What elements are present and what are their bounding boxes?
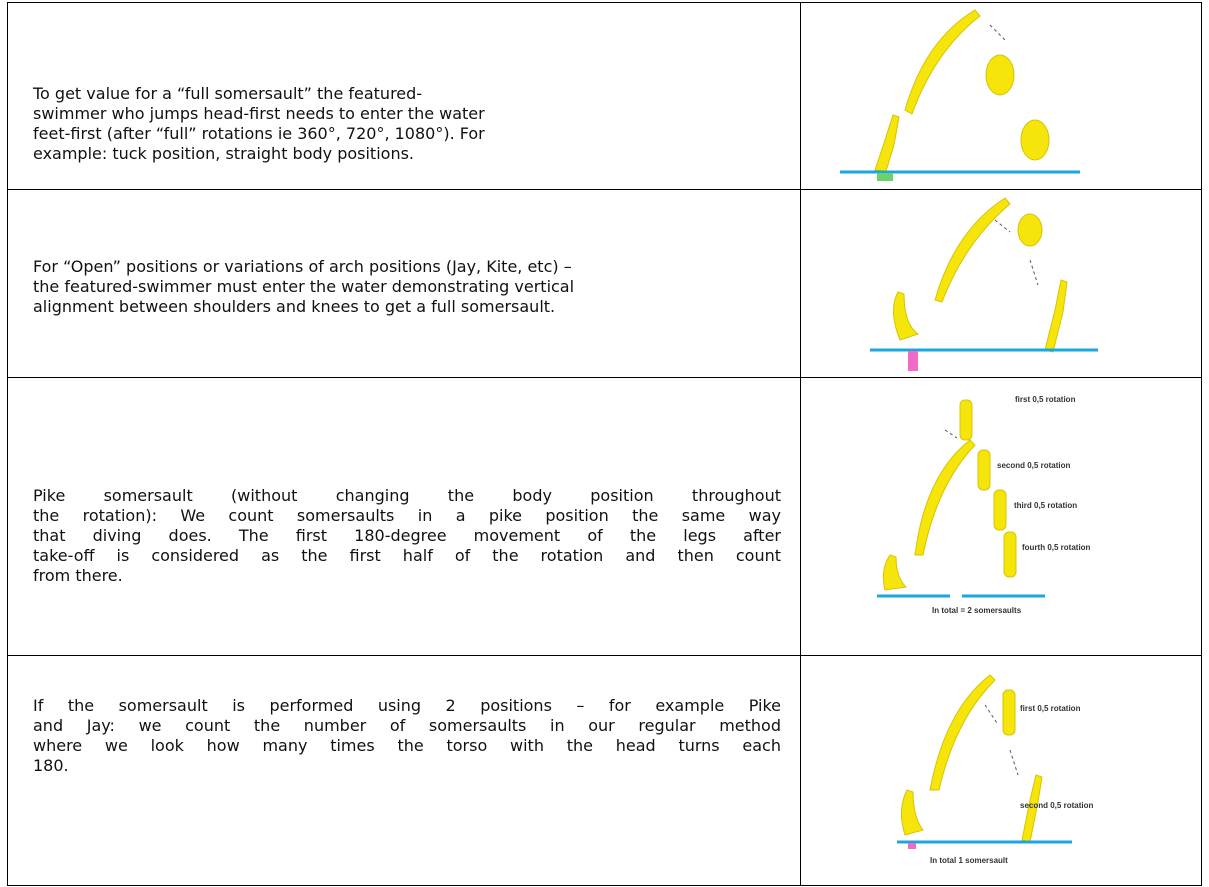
figure xyxy=(929,674,996,791)
figure-label: first 0,5 rotation xyxy=(1015,395,1076,404)
text-line: from there. xyxy=(33,566,123,585)
text-line: If the somersault is performed using 2 p… xyxy=(33,696,781,715)
column-divider xyxy=(7,2,801,886)
arrow xyxy=(984,704,998,724)
figure xyxy=(904,9,981,115)
figure xyxy=(901,789,924,836)
figure-label: first 0,5 rotation xyxy=(1020,704,1081,713)
text-line: example: tuck position, straight body po… xyxy=(33,144,414,163)
figure xyxy=(1003,531,1017,578)
base xyxy=(908,351,918,371)
figure-label: fourth 0,5 rotation xyxy=(1022,543,1091,552)
row-text: Pike somersault (without changing the bo… xyxy=(33,486,781,586)
figure xyxy=(874,114,900,172)
figure-label: second 0,5 rotation xyxy=(997,461,1070,470)
base xyxy=(877,173,893,181)
text-line: take-off is considered as the first half… xyxy=(33,546,781,565)
figure xyxy=(993,489,1007,531)
figure xyxy=(1017,213,1043,247)
figure xyxy=(977,449,991,491)
text-line: feet-first (after “full” rotations ie 36… xyxy=(33,124,485,143)
text-line: Pike somersault (without changing the bo… xyxy=(33,486,781,505)
figure xyxy=(959,399,973,441)
figure xyxy=(1002,689,1016,736)
figure xyxy=(985,54,1015,96)
arrow xyxy=(1009,749,1019,776)
text-line: For “Open” positions or variations of ar… xyxy=(33,257,572,276)
figure xyxy=(934,197,1011,303)
figure xyxy=(914,439,976,556)
text-line: swimmer who jumps head-first needs to en… xyxy=(33,104,485,123)
figure xyxy=(1020,119,1050,161)
arrow xyxy=(1029,259,1039,286)
text-line: where we look how many times the torso w… xyxy=(33,736,781,755)
text-line: and Jay: we count the number of somersau… xyxy=(33,716,781,735)
row-text: For “Open” positions or variations of ar… xyxy=(33,257,574,317)
base xyxy=(908,843,916,849)
text-line: 180. xyxy=(33,756,69,775)
row-divider xyxy=(7,377,1202,378)
text-line: alignment between shoulders and knees to… xyxy=(33,297,556,316)
figure-label: second 0,5 rotation xyxy=(1020,801,1093,810)
figure xyxy=(882,554,908,591)
arrow xyxy=(944,429,958,439)
row-text: If the somersault is performed using 2 p… xyxy=(33,696,781,776)
row-divider xyxy=(7,655,1202,656)
arrow xyxy=(994,219,1011,233)
figure-label: third 0,5 rotation xyxy=(1014,501,1077,510)
figure-label: In total 1 somersault xyxy=(930,856,1008,865)
row-text: To get value for a “full somersault” the… xyxy=(33,84,485,164)
figure-label: In total = 2 somersaults xyxy=(932,606,1022,615)
text-line: To get value for a “full somersault” the… xyxy=(33,84,423,103)
figure xyxy=(1044,279,1068,353)
row-divider xyxy=(7,189,1202,190)
figure xyxy=(893,291,920,341)
table-frame xyxy=(7,2,1202,886)
text-line: the featured-swimmer must enter the wate… xyxy=(33,277,575,296)
text-line: the rotation): We count somersaults in a… xyxy=(33,506,781,525)
arrow xyxy=(989,24,1006,41)
text-line: that diving does. The first 180-degree m… xyxy=(33,526,781,545)
